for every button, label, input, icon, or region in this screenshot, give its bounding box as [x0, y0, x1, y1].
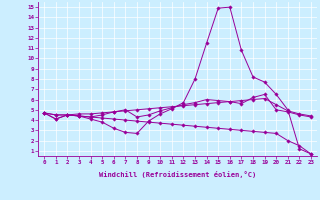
X-axis label: Windchill (Refroidissement éolien,°C): Windchill (Refroidissement éolien,°C): [99, 171, 256, 178]
